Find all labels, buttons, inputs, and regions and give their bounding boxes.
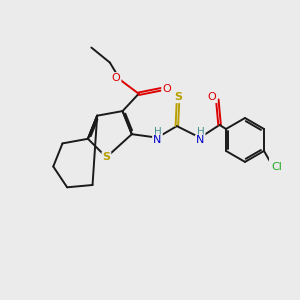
Text: H: H [154, 127, 162, 137]
Text: S: S [174, 92, 182, 102]
Text: Cl: Cl [271, 162, 282, 172]
Text: N: N [153, 135, 161, 146]
Text: H: H [197, 127, 205, 137]
Text: N: N [196, 135, 204, 146]
Text: O: O [112, 73, 121, 83]
Text: O: O [162, 84, 171, 94]
Text: S: S [102, 152, 110, 162]
Text: O: O [208, 92, 217, 102]
